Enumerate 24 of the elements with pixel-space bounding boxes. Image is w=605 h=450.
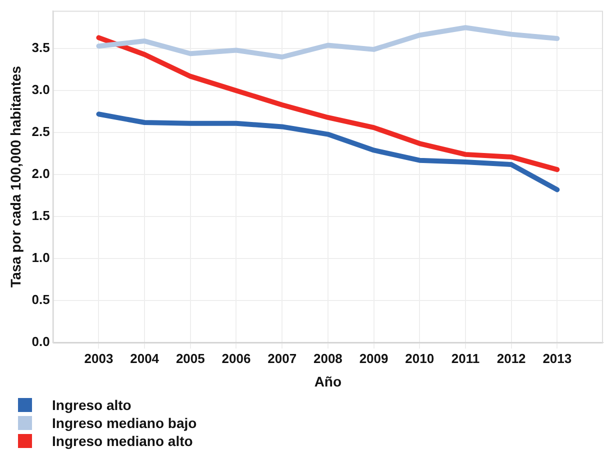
x-tick-label: 2013 (542, 350, 572, 366)
y-tick-label: 2.5 (32, 124, 50, 140)
x-tick-label: 2007 (268, 350, 297, 366)
x-tick-label: 2011 (451, 350, 480, 366)
y-tick-label: 0.5 (32, 292, 50, 308)
x-tick-label: 2009 (359, 350, 388, 366)
y-tick-label: 2.0 (32, 166, 50, 182)
x-tick-label: 2003 (84, 350, 114, 366)
y-tick-label: 3.5 (32, 40, 50, 56)
x-tick-label: 2010 (405, 350, 434, 366)
legend-label: Ingreso mediano bajo (52, 415, 197, 431)
y-tick-label: 0.0 (32, 334, 50, 350)
y-tick-label: 1.0 (32, 250, 50, 266)
x-tick-label: 2012 (496, 350, 526, 366)
y-tick-label: 3.0 (32, 82, 50, 98)
legend-label: Ingreso mediano alto (52, 433, 193, 449)
x-tick-label: 2006 (222, 350, 251, 366)
x-tick-label: 2005 (176, 350, 205, 366)
x-tick-label: 2004 (130, 350, 160, 366)
y-tick-label: 1.5 (32, 208, 50, 224)
x-tick-label: 2008 (313, 350, 342, 366)
x-axis-title: Año (314, 373, 342, 390)
y-axis-title: Tasa por cada 100,000 habitantes (7, 66, 24, 288)
legend-label: Ingreso alto (52, 397, 132, 413)
